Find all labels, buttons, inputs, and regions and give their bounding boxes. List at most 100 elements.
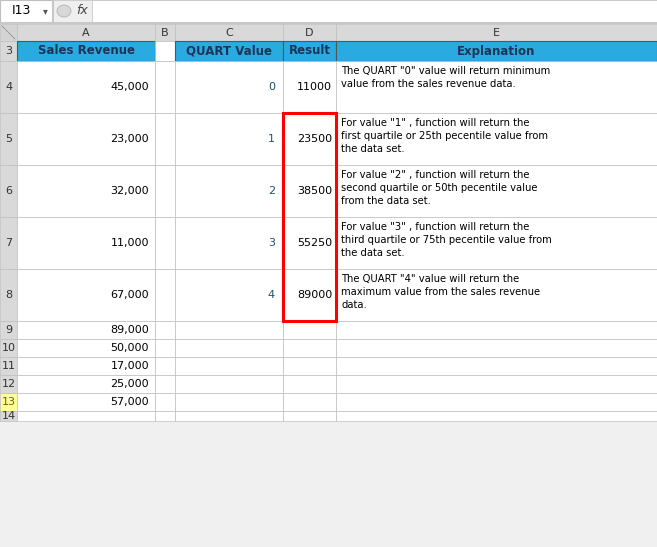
Text: 25,000: 25,000 bbox=[110, 379, 149, 389]
Bar bbox=[283, 393, 336, 411]
Text: For value "2" , function will return the
second quartile or 50th pecentile value: For value "2" , function will return the… bbox=[341, 170, 537, 206]
Bar bbox=[155, 269, 175, 321]
Text: For value "1" , function will return the
first quartile or 25th pecentile value : For value "1" , function will return the… bbox=[341, 118, 548, 154]
Text: The QUART "0" value will return minimum
value from the sales revenue data.: The QUART "0" value will return minimum … bbox=[341, 66, 551, 89]
Text: 55250: 55250 bbox=[297, 238, 332, 248]
Bar bbox=[92, 0, 657, 22]
Bar bbox=[17, 357, 155, 375]
Bar bbox=[336, 41, 657, 61]
Bar bbox=[17, 269, 155, 321]
Text: 6: 6 bbox=[5, 186, 12, 196]
Bar bbox=[0, 393, 17, 411]
Bar bbox=[336, 393, 657, 411]
Bar bbox=[283, 113, 336, 165]
Bar bbox=[336, 357, 657, 375]
Text: 4: 4 bbox=[5, 82, 12, 92]
Bar bbox=[0, 165, 17, 217]
Text: 67,000: 67,000 bbox=[110, 290, 149, 300]
Bar bbox=[283, 357, 336, 375]
Text: 5: 5 bbox=[5, 134, 12, 144]
Bar bbox=[155, 411, 175, 421]
Bar bbox=[0, 375, 17, 393]
Bar bbox=[155, 339, 175, 357]
Text: 12: 12 bbox=[1, 379, 16, 389]
Bar bbox=[155, 217, 175, 269]
Bar bbox=[17, 113, 155, 165]
Bar bbox=[336, 411, 657, 421]
Text: 50,000: 50,000 bbox=[110, 343, 149, 353]
Bar bbox=[175, 113, 283, 165]
Bar bbox=[17, 24, 155, 41]
Bar bbox=[283, 269, 336, 321]
Bar bbox=[0, 357, 17, 375]
Bar bbox=[283, 113, 336, 321]
Text: QUART Value: QUART Value bbox=[186, 44, 272, 57]
Bar bbox=[17, 393, 155, 411]
Bar bbox=[17, 41, 155, 61]
Bar bbox=[155, 357, 175, 375]
Bar bbox=[155, 375, 175, 393]
Bar bbox=[175, 375, 283, 393]
Bar bbox=[175, 217, 283, 269]
Bar bbox=[283, 24, 336, 41]
Text: The QUART "4" value will return the
maximum value from the sales revenue
data.: The QUART "4" value will return the maxi… bbox=[341, 274, 540, 310]
Bar bbox=[336, 113, 657, 165]
Bar bbox=[336, 61, 657, 113]
Text: 17,000: 17,000 bbox=[110, 361, 149, 371]
Text: 4: 4 bbox=[268, 290, 275, 300]
Bar bbox=[336, 269, 657, 321]
Bar bbox=[336, 321, 657, 339]
Text: 9: 9 bbox=[5, 325, 12, 335]
Bar bbox=[175, 339, 283, 357]
Bar bbox=[175, 269, 283, 321]
Bar bbox=[0, 24, 17, 41]
Bar bbox=[17, 321, 155, 339]
Bar bbox=[17, 375, 155, 393]
Bar bbox=[0, 269, 17, 321]
Bar bbox=[283, 165, 336, 217]
Text: 1: 1 bbox=[268, 134, 275, 144]
Text: D: D bbox=[306, 27, 314, 38]
Text: 14: 14 bbox=[1, 411, 16, 421]
Ellipse shape bbox=[57, 5, 71, 17]
Text: 57,000: 57,000 bbox=[110, 397, 149, 407]
Text: 89000: 89000 bbox=[297, 290, 332, 300]
Bar bbox=[283, 375, 336, 393]
Bar bbox=[17, 61, 155, 113]
Bar bbox=[0, 113, 17, 165]
Text: ▾: ▾ bbox=[43, 6, 47, 16]
Bar bbox=[17, 217, 155, 269]
Bar bbox=[155, 24, 175, 41]
Text: 11,000: 11,000 bbox=[110, 238, 149, 248]
Text: 38500: 38500 bbox=[297, 186, 332, 196]
Bar bbox=[155, 321, 175, 339]
Text: E: E bbox=[493, 27, 500, 38]
Bar bbox=[155, 113, 175, 165]
Bar bbox=[336, 217, 657, 269]
Bar bbox=[175, 393, 283, 411]
Bar bbox=[283, 41, 336, 61]
Bar bbox=[0, 339, 17, 357]
Bar bbox=[0, 0, 52, 22]
Bar bbox=[17, 165, 155, 217]
Bar bbox=[336, 375, 657, 393]
Bar bbox=[175, 61, 283, 113]
Text: 13: 13 bbox=[1, 397, 16, 407]
Text: A: A bbox=[82, 27, 90, 38]
Text: 2: 2 bbox=[268, 186, 275, 196]
Bar bbox=[0, 217, 17, 269]
Bar bbox=[52, 0, 54, 22]
Bar bbox=[155, 393, 175, 411]
Text: For value "3" , function will return the
third quartile or 75th pecentile value : For value "3" , function will return the… bbox=[341, 222, 552, 258]
Bar bbox=[175, 321, 283, 339]
Text: 23500: 23500 bbox=[297, 134, 332, 144]
Bar bbox=[283, 339, 336, 357]
Text: B: B bbox=[161, 27, 169, 38]
Text: C: C bbox=[225, 27, 233, 38]
Bar bbox=[0, 22, 657, 24]
Bar bbox=[336, 339, 657, 357]
Bar bbox=[175, 357, 283, 375]
Bar bbox=[155, 41, 175, 61]
Bar bbox=[155, 61, 175, 113]
Bar bbox=[0, 411, 17, 421]
